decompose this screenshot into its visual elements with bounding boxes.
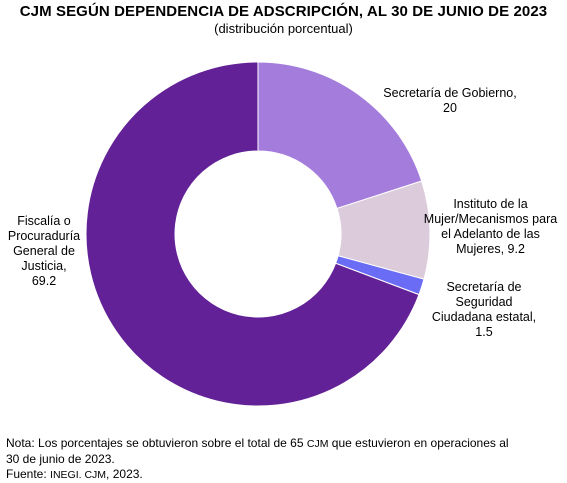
label-seguridad-ciudadana: Secretaría de Seguridad Ciudadana estata…: [431, 280, 537, 339]
donut-chart: [85, 61, 431, 407]
chart-subtitle: (distribución porcentual): [214, 21, 353, 36]
label-fiscalia: Fiscalía o Procuraduría General de Justi…: [7, 214, 81, 288]
note-text-continued: 30 de junio de 2023.: [6, 452, 115, 466]
pie-slice-3: [85, 61, 420, 407]
chart-title: CJM SEGÚN DEPENDENCIA DE ADSCRIPCIÓN, AL…: [19, 3, 548, 20]
note-text: Nota: Los porcentajes se obtuvieron sobr…: [6, 436, 509, 450]
label-instituto-mujer: Instituto de la Mujer/Mecanismos para el…: [423, 197, 558, 256]
chart-notes: Nota: Los porcentajes se obtuvieron sobr…: [6, 436, 562, 483]
label-secretaria-gobierno: Secretaría de Gobierno, 20: [383, 86, 517, 115]
pie-slice-0: [257, 61, 423, 210]
source-text: Fuente: INEGI. CJM, 2023.: [6, 467, 143, 481]
